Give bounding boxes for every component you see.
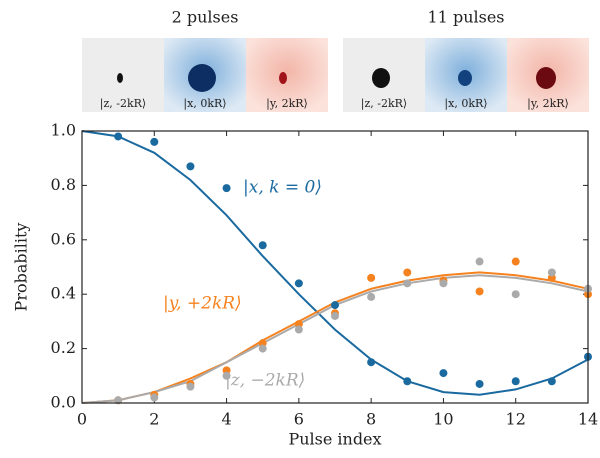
panel-title: 11 pulses [428,8,505,27]
y-tick-label: 0.6 [51,229,76,248]
data-point [258,241,267,250]
data-point [186,162,195,171]
fit-line [81,271,589,404]
x-tick-label: 0 [77,410,87,429]
data-point [222,371,231,380]
data-point [475,379,484,388]
x-axis-label: Pulse index [288,430,381,449]
y-tick-label: 0.0 [51,393,76,412]
data-point [511,290,520,299]
series-label: |x, k = 0⟩ [243,178,322,198]
x-tick-label: 12 [506,410,526,429]
x-tick-label: 6 [294,410,304,429]
data-point [331,311,339,320]
data-point [511,257,520,266]
panel-label: |y, 2kR⟩ [527,97,569,111]
data-point [511,377,520,386]
plot-frame [81,130,589,404]
atom-cloud [458,70,472,86]
panel-label: |x, 0kR⟩ [183,97,226,111]
data-point [150,393,159,402]
panel-label: |z, -2kR⟩ [100,97,146,111]
data-point [186,382,195,391]
data-point [403,377,412,386]
data-point [114,132,123,141]
series-label: |z, −2kR⟩ [225,371,305,391]
data-point [222,184,231,193]
image [246,38,328,112]
data-point [367,273,376,282]
atom-cloud [117,73,123,83]
atom-cloud [188,64,216,92]
data-point [367,292,376,301]
x-tick-label: 8 [366,410,376,429]
panel-label: |x, 0kR⟩ [444,97,487,111]
series-label: |y, +2kR⟩ [163,294,242,314]
data-point [475,257,484,266]
data-point [403,279,412,288]
y-axis-label: Probability [12,223,31,312]
panel-title: 2 pulses [172,8,239,27]
y-tick-label: 0.4 [51,284,76,303]
x-tick-label: 10 [433,410,453,429]
data-point [403,268,412,277]
data-point [439,279,448,288]
atom-cloud [279,72,287,84]
data-point [547,377,556,386]
data-point [294,325,303,334]
data-point [367,358,376,367]
x-tick-label: 4 [221,410,231,429]
data-point [331,301,339,310]
x-tick-label: 14 [578,410,598,429]
x-tick-label: 2 [149,410,159,429]
panel-label: |z, -2kR⟩ [361,97,407,111]
image-panels [82,38,589,112]
data-point [439,369,448,378]
atom-cloud [372,68,390,88]
data-point [150,137,159,146]
data-point [475,287,484,296]
data-point [294,279,303,288]
data-point [258,344,267,353]
y-tick-label: 0.8 [51,175,76,194]
image [82,38,164,112]
fit-line [81,130,589,396]
atom-cloud [536,67,556,89]
panel-label: |y, 2kR⟩ [266,97,308,111]
y-tick-label: 1.0 [51,121,76,140]
data-point [547,268,556,277]
y-tick-label: 0.2 [51,338,76,357]
data-point [114,396,123,405]
